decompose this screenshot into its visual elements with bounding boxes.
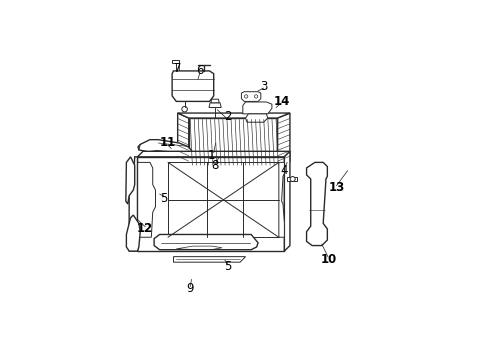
Text: 8: 8 (211, 159, 219, 172)
Polygon shape (178, 113, 290, 118)
Polygon shape (172, 60, 179, 63)
Text: 12: 12 (136, 222, 152, 235)
Polygon shape (173, 257, 245, 262)
Text: 7: 7 (174, 62, 181, 75)
Text: 11: 11 (160, 136, 176, 149)
Polygon shape (245, 114, 268, 122)
Polygon shape (126, 157, 135, 204)
Polygon shape (307, 162, 327, 246)
Polygon shape (172, 71, 214, 102)
Text: 9: 9 (186, 282, 194, 295)
Polygon shape (138, 157, 284, 251)
Polygon shape (284, 151, 290, 251)
Polygon shape (243, 102, 272, 114)
Text: 14: 14 (273, 95, 290, 108)
Polygon shape (279, 162, 284, 237)
Text: 13: 13 (329, 181, 345, 194)
Circle shape (245, 95, 248, 98)
Text: 2: 2 (224, 110, 231, 123)
Polygon shape (287, 177, 297, 181)
Polygon shape (209, 103, 221, 108)
Text: 4: 4 (281, 164, 288, 177)
Polygon shape (138, 151, 290, 157)
Circle shape (182, 107, 187, 112)
Circle shape (254, 95, 258, 98)
Polygon shape (154, 234, 258, 250)
Polygon shape (242, 92, 261, 102)
Text: 1: 1 (207, 149, 215, 162)
Text: 3: 3 (260, 80, 267, 93)
Polygon shape (138, 140, 192, 153)
Polygon shape (126, 215, 140, 251)
Text: 6: 6 (196, 64, 203, 77)
Circle shape (290, 176, 295, 181)
Polygon shape (138, 162, 155, 237)
Text: 5: 5 (160, 192, 168, 205)
Text: 10: 10 (320, 253, 337, 266)
Polygon shape (211, 99, 219, 103)
Text: 5: 5 (224, 260, 231, 273)
Bar (189, 118, 277, 167)
Polygon shape (129, 157, 138, 251)
